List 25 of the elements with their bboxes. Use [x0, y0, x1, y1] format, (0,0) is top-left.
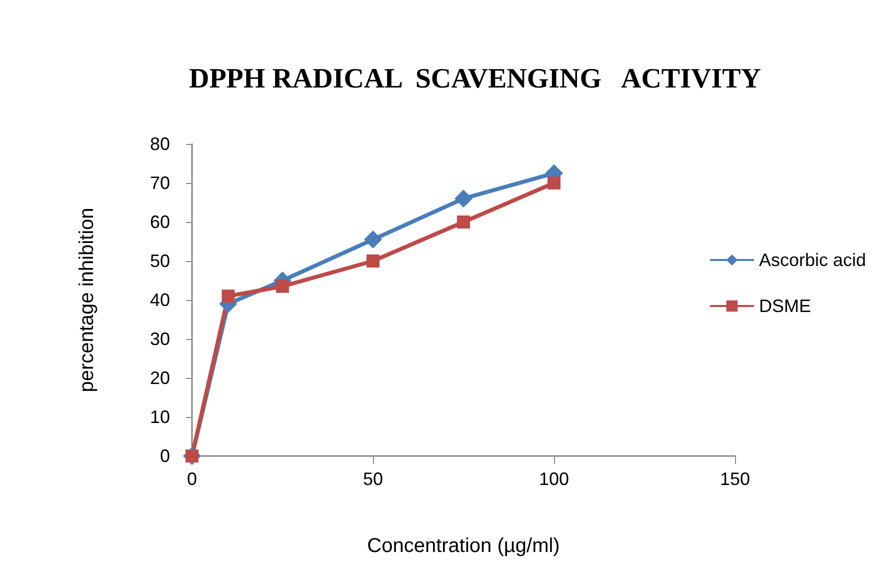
point	[276, 280, 289, 293]
y-tick-label: 0	[160, 446, 170, 466]
y-tick-label: 70	[150, 173, 170, 193]
y-axis-title: percentage inhibition	[76, 208, 98, 392]
point	[364, 230, 382, 249]
x-tick-label: 100	[538, 469, 570, 489]
x-tick-label: 50	[362, 469, 384, 489]
y-tick-label: 40	[150, 290, 170, 310]
point	[222, 290, 235, 303]
y-tick-label: 50	[150, 251, 170, 271]
x-tick-label: 0	[186, 469, 198, 489]
x-tick-label: 150	[720, 469, 750, 489]
legend-label: Ascorbic acid	[758, 250, 866, 270]
y-tick-label: 30	[150, 329, 170, 349]
y-tick-label: 80	[150, 134, 170, 154]
x-axis-title: Concentration (µg/ml)	[367, 535, 560, 557]
legend-label: DSME	[758, 296, 811, 316]
point	[548, 176, 560, 190]
y-tick-label: 20	[150, 368, 170, 388]
y-tick-label: 60	[150, 212, 170, 232]
point	[457, 216, 470, 228]
chart-title: DPPH RADICAL SCAVENGING ACTIVITY	[188, 64, 762, 94]
point	[366, 254, 380, 268]
point	[454, 190, 472, 208]
y-tick-label: 10	[150, 407, 170, 427]
